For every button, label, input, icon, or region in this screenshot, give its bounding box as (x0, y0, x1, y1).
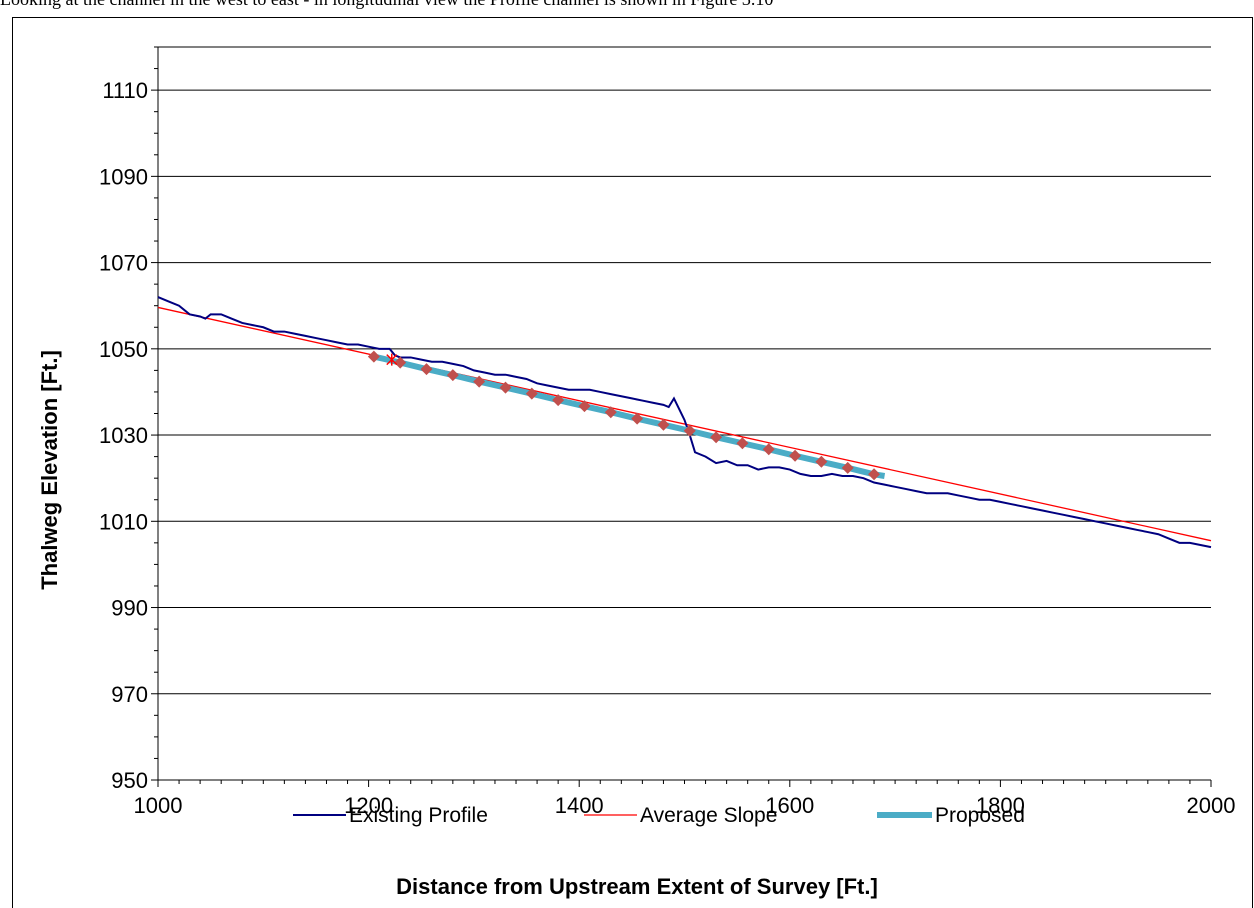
proposed-point (394, 356, 407, 369)
x-tick-label: 1000 (134, 793, 183, 818)
x-tick-label: 1200 (344, 793, 393, 818)
y-tick-label: 1010 (99, 509, 148, 534)
proposed-point (762, 443, 775, 456)
proposed-point (552, 394, 565, 407)
proposed-point (499, 381, 512, 394)
proposed-point (736, 437, 749, 450)
proposed-point (420, 363, 433, 376)
gridlines (158, 46, 1211, 695)
series-average-slope (157, 306, 1212, 542)
asterisk-marker (386, 353, 398, 366)
series-layer (157, 296, 1212, 549)
proposed-point (446, 369, 459, 382)
proposed-point (578, 400, 591, 413)
proposed-point (710, 431, 723, 444)
proposed-point (525, 387, 538, 400)
proposed-point (367, 350, 380, 363)
y-tick-label: 970 (111, 682, 148, 707)
proposed-point (604, 406, 617, 419)
y-tick-label: 950 (111, 768, 148, 793)
y-tick-label: 990 (111, 596, 148, 621)
x-tick-label: 2000 (1187, 793, 1236, 818)
legend-label-0: Existing Profile (349, 804, 488, 827)
proposed-point (815, 455, 828, 468)
axes (151, 46, 1212, 787)
legend: Existing Profile Average Slope Proposed (293, 804, 1025, 827)
legend-label-2: Proposed (935, 804, 1025, 827)
proposed-point (657, 418, 670, 431)
proposed-point (841, 461, 854, 474)
y-tick-label: 1070 (99, 251, 148, 276)
y-axis-title: Thalweg Elevation [Ft.] (37, 350, 62, 590)
proposed-point (868, 468, 881, 481)
y-tick-label: 1110 (102, 78, 148, 103)
caption-text: Looking at the channel in the west to ea… (0, 0, 1254, 9)
x-axis-title: Distance from Upstream Extent of Survey … (396, 874, 878, 899)
tick-labels: 950 970 990 1010 1030 1050 1070 1090 1110 1000 120… (99, 78, 1235, 818)
proposed-point (473, 375, 486, 388)
proposed-point (631, 412, 644, 425)
proposed-point (683, 424, 696, 437)
x-tick-label: 1600 (765, 793, 814, 818)
legend-label-1: Average Slope (640, 804, 777, 827)
chart-frame (12, 17, 1253, 908)
y-tick-label: 1030 (99, 423, 148, 448)
y-tick-label: 1050 (99, 337, 148, 362)
proposed-point (789, 449, 802, 462)
x-tick-label: 1400 (555, 793, 604, 818)
x-tick-label: 1800 (976, 793, 1025, 818)
series-existing-profile (157, 296, 1212, 549)
y-tick-label: 1090 (99, 164, 148, 189)
